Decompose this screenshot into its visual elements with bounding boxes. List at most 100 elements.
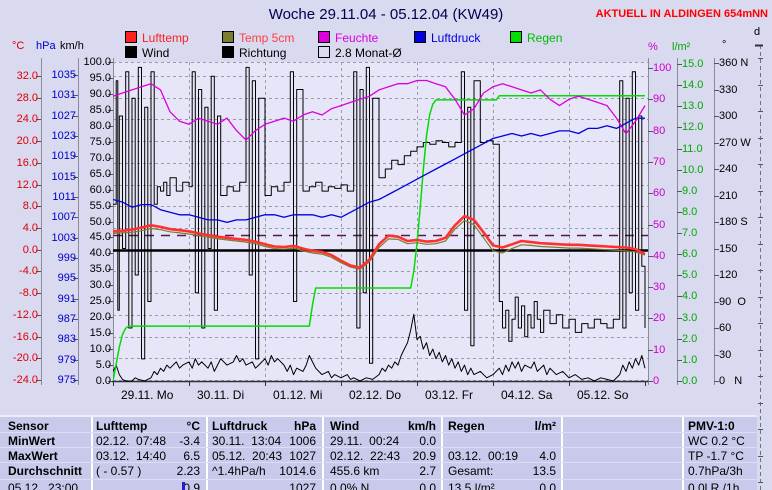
stats-table: Sensor Lufttemp °C Luftdruck hPa Wind km/h Rege… [0, 415, 757, 490]
temp-tick-label: 8.0 [22, 200, 38, 212]
table-cell: 0.0 [419, 434, 436, 448]
table-cell: 1027 [289, 449, 316, 463]
humidity-tick-label: 30 [653, 281, 666, 293]
rain-tick-label: 10.0 [682, 164, 704, 176]
table-cell-pmv: 0.7hPa/3h [688, 464, 743, 478]
table-row-separator [0, 432, 757, 433]
humidity-tick-label: 20 [653, 312, 666, 324]
temp-tick-label: 20.0 [16, 135, 38, 147]
table-cell: ^1.4hPa/h [212, 464, 266, 478]
x-axis-label-day: 04.12. Sa [501, 388, 553, 402]
x-axis-label-day: 03.12. Fr [425, 388, 474, 402]
table-cell: Gesamt: [448, 464, 494, 478]
pressure-tick-label: 1011 [52, 191, 76, 203]
series-lufttemp [113, 214, 646, 269]
status-location-label: AKTUELL IN ALDINGEN 654mNN [595, 8, 768, 20]
windspeed-tick-label: 5.0 [95, 359, 111, 371]
table-cell: 455.6 km [330, 464, 380, 478]
table-column-separator [561, 417, 563, 490]
table-header-regen: Regen [448, 419, 485, 433]
x-axis-label-day: 02.12. Do [349, 388, 402, 402]
table-header-unit: l/m² [534, 419, 556, 433]
rain-tick-label: 7.0 [682, 227, 698, 239]
windspeed-tick-label: 45.0 [89, 231, 111, 243]
windspeed-tick-label: 20.0 [89, 311, 111, 323]
windspeed-tick-label: 35.0 [89, 263, 111, 275]
table-header-unit: hPa [293, 419, 316, 433]
table-cell: 0.0 [539, 481, 556, 490]
temp-tick-label: -8.0 [19, 287, 38, 299]
x-axis-label-day: 30.11. Di [197, 388, 245, 402]
windspeed-tick-label: 90.0 [89, 88, 111, 100]
series-regen [113, 94, 645, 382]
legend-item-luftdruck: Luftdruck [414, 31, 480, 45]
table-cell: 03.12. 14:40 [96, 449, 167, 463]
direction-tick-label: 300 [719, 110, 738, 122]
windspeed-tick-label: 70.0 [89, 152, 111, 164]
legend-swatch-lufttemp [125, 31, 137, 43]
chart-plot-area[interactable] [113, 62, 646, 381]
humidity-tick-label: 70 [653, 156, 666, 168]
pressure-tick-label: 1019 [51, 150, 76, 162]
temp-unit-label: °C [12, 40, 25, 52]
table-rowheader: MaxWert [8, 449, 58, 463]
legend-item-richtung: Richtung [222, 46, 287, 60]
legend-swatch-wind [125, 46, 137, 58]
direction-tick-label: 30 [719, 349, 732, 361]
rain-tick-label: 9.0 [682, 185, 698, 197]
legend-item-lufttemp: Lufttemp [125, 31, 189, 45]
temp-tick-label: -24.0 [12, 374, 38, 386]
rain-tick-label: 6.0 [682, 248, 698, 260]
windspeed-tick-label: 50.0 [89, 216, 111, 228]
table-header-unit: km/h [407, 419, 436, 433]
table-cell: 13.5 l/m² [448, 481, 495, 490]
pressure-tick-label: 991 [57, 293, 76, 305]
temp-tick-label: 28.0 [16, 92, 38, 104]
legend-item-feuchte: Feuchte [318, 31, 379, 45]
legend-label: Richtung [239, 46, 287, 60]
direction-tick-label: 330 [719, 84, 738, 96]
pressure-tick-label: 1023 [51, 130, 76, 142]
rain-tick-label: 14.0 [682, 79, 704, 91]
table-cell-pmv: 0.0l R./1h [688, 481, 740, 490]
direction-tick-label: 150 [719, 243, 738, 255]
rain-tick-label: 5.0 [682, 269, 698, 281]
table-column-separator [206, 417, 208, 490]
table-cell: 0.0 [419, 481, 436, 490]
legend-label: Wind [142, 46, 170, 60]
legend-item-wind: Wind [125, 46, 170, 60]
pressure-tick-label: 1031 [51, 89, 76, 101]
temp-tick-label: 0.0 [22, 244, 38, 256]
windspeed-tick-label: 0.0 [95, 375, 111, 387]
table-cell: 13.5 [532, 464, 556, 478]
legend-item-regen: Regen [510, 31, 562, 45]
d_axis-unit-label: d [754, 26, 761, 38]
table-cell: 0.0% N [330, 481, 370, 490]
table-cell: 2.23 [176, 464, 200, 478]
pressure-tick-label: 975 [57, 374, 76, 386]
humidity-tick-label: 40 [653, 250, 666, 262]
pressure-tick-label: 1027 [51, 110, 76, 122]
table-header-unit: °C [186, 419, 200, 433]
series-wind [113, 313, 646, 382]
page-title: Woche 29.11.04 - 05.12.04 (KW49) [268, 6, 504, 23]
series-temp-5cm [113, 219, 646, 270]
humidity-tick-label: 100 [653, 62, 672, 74]
table-cell: 20.9 [412, 449, 436, 463]
temp-tick-label: -16.0 [12, 331, 38, 343]
rain-unit-label: l/m² [672, 41, 691, 53]
legend-label: Feuchte [335, 31, 379, 45]
table-column-separator [322, 417, 324, 490]
direction-tick-label: 60 [719, 322, 732, 334]
table-cell: 1027 [289, 481, 316, 490]
table-header-lufttemp: Lufttemp [96, 419, 148, 433]
legend-swatch-feuchte [318, 31, 330, 43]
pressure-tick-label: 1007 [51, 211, 76, 223]
table-cell: 4.0 [539, 449, 556, 463]
pressure-tick-label: 1003 [51, 232, 76, 244]
table-header-wind: Wind [330, 419, 360, 433]
direction-tick-label: 270 W [719, 137, 751, 149]
direction-tick-label: 210 [719, 190, 738, 202]
direction-tick-label: 120 [719, 269, 738, 281]
